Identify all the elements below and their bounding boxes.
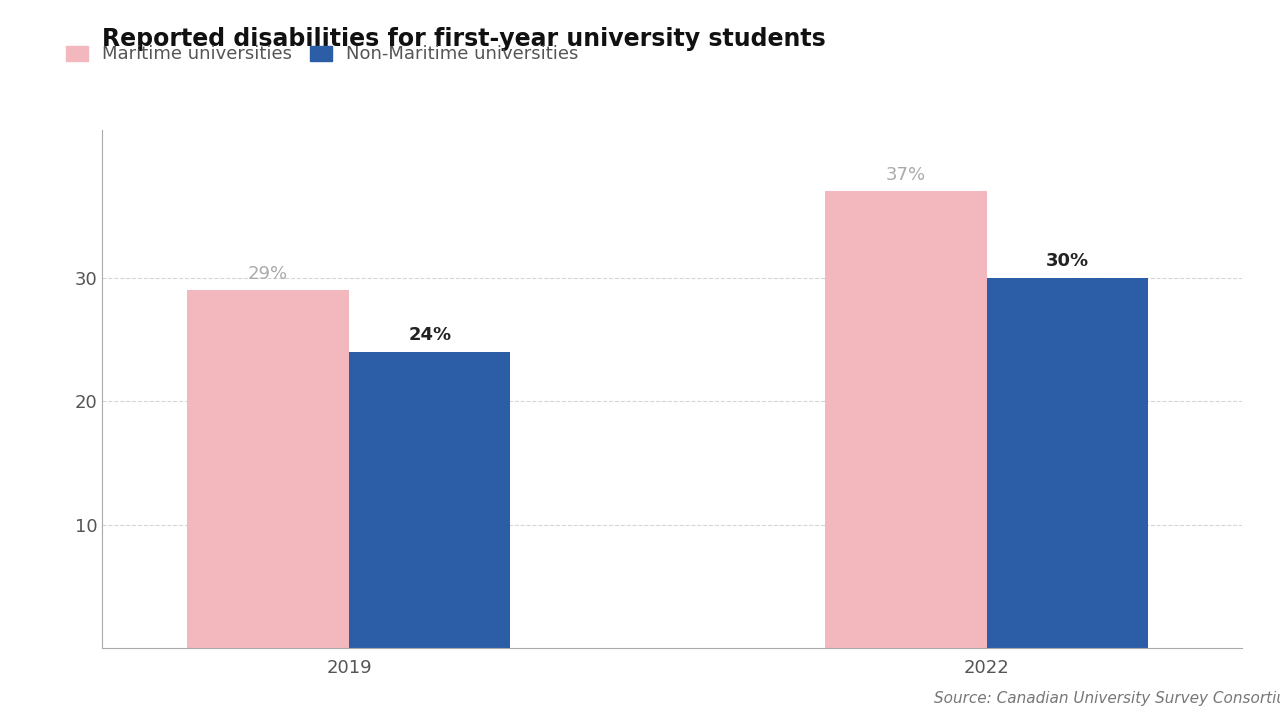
Text: 24%: 24%: [408, 326, 452, 344]
Legend: Maritime universities, Non-Maritime universities: Maritime universities, Non-Maritime univ…: [65, 45, 579, 63]
Text: Reported disabilities for first-year university students: Reported disabilities for first-year uni…: [102, 27, 826, 51]
Bar: [187, 290, 349, 648]
Text: Source: Canadian University Survey Consortium (CBC): Source: Canadian University Survey Conso…: [934, 690, 1280, 706]
Bar: [349, 352, 511, 648]
Bar: [826, 192, 987, 648]
Text: 30%: 30%: [1046, 252, 1089, 270]
Text: 37%: 37%: [886, 166, 925, 184]
Text: 29%: 29%: [248, 265, 288, 283]
Bar: [987, 278, 1148, 648]
